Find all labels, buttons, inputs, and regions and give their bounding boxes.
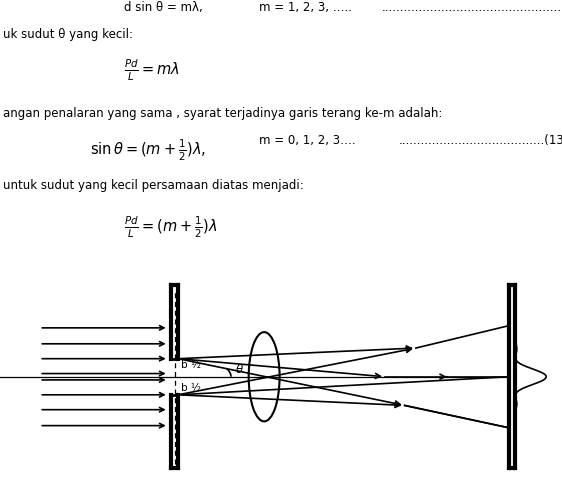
Text: .......................................(13: .......................................(… — [399, 133, 562, 146]
Text: $\frac{Pd}{L} = m\lambda$: $\frac{Pd}{L} = m\lambda$ — [124, 58, 179, 83]
Text: m = 0, 1, 2, 3….: m = 0, 1, 2, 3…. — [259, 133, 355, 146]
Text: m = 1, 2, 3, …..: m = 1, 2, 3, ….. — [259, 1, 351, 14]
Text: d sin θ = mλ,: d sin θ = mλ, — [124, 1, 202, 14]
Text: $\frac{Pd}{L} = (m+\frac{1}{2})\lambda$: $\frac{Pd}{L} = (m+\frac{1}{2})\lambda$ — [124, 215, 217, 240]
Text: angan penalaran yang sama , syarat terjadinya garis terang ke-m adalah:: angan penalaran yang sama , syarat terja… — [3, 107, 442, 120]
Text: b ½: b ½ — [181, 384, 201, 394]
Text: $\sin\theta = (m+\frac{1}{2})\lambda,$: $\sin\theta = (m+\frac{1}{2})\lambda,$ — [90, 138, 206, 163]
Text: $\theta$: $\theta$ — [235, 363, 244, 376]
Text: untuk sudut yang kecil persamaan diatas menjadi:: untuk sudut yang kecil persamaan diatas … — [3, 179, 303, 192]
Text: .................................................(1: ........................................… — [382, 1, 562, 14]
Text: uk sudut θ yang kecil:: uk sudut θ yang kecil: — [3, 28, 133, 41]
Text: b ½: b ½ — [181, 360, 201, 370]
